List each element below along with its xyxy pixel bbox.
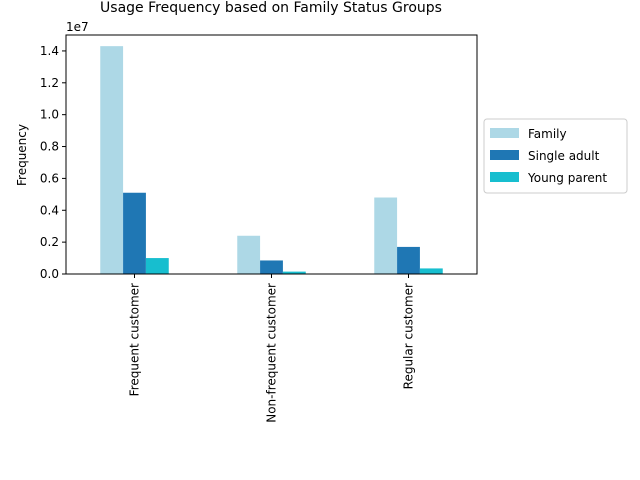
legend-swatch bbox=[490, 150, 519, 160]
bar-2-1 bbox=[282, 271, 306, 274]
y-tick-label: 1.2 bbox=[40, 76, 59, 90]
chart-title: Usage Frequency based on Family Status G… bbox=[100, 0, 442, 16]
legend: Family Single adult Young parent bbox=[483, 118, 628, 194]
y-tick-label: 0.4 bbox=[40, 203, 59, 217]
y-axis-ticks: 0.0 0.2 0.4 0.6 0.8 1.0 1.2 1.4 bbox=[40, 44, 66, 281]
x-tick-label: Regular customer bbox=[402, 283, 416, 389]
y-tick-label: 0.2 bbox=[40, 235, 59, 249]
y-tick-label: 0.0 bbox=[40, 267, 59, 281]
bar-2-0 bbox=[145, 258, 169, 274]
bar-0-0 bbox=[100, 46, 124, 275]
y-tick-label: 1.4 bbox=[40, 44, 59, 58]
legend-label: Young parent bbox=[527, 171, 607, 185]
plot-area-frame bbox=[65, 34, 478, 275]
bar-2-2 bbox=[419, 268, 443, 274]
bar-1-1 bbox=[260, 260, 283, 274]
bar-0-1 bbox=[237, 235, 261, 274]
y-axis-label: Frequency bbox=[15, 124, 29, 186]
x-axis-ticks: Frequent customer Non-frequent customer Re… bbox=[128, 274, 416, 423]
legend-label: Single adult bbox=[528, 149, 600, 163]
bar-1-0 bbox=[123, 192, 146, 274]
x-tick-label: Non-frequent customer bbox=[265, 283, 279, 423]
y-axis-scale-label: 1e7 bbox=[66, 20, 89, 34]
legend-label: Family bbox=[528, 127, 567, 141]
bars-group bbox=[100, 46, 443, 275]
legend-swatch bbox=[490, 128, 519, 138]
y-tick-label: 0.8 bbox=[40, 140, 59, 154]
y-tick-label: 1.0 bbox=[40, 108, 59, 122]
y-tick-label: 0.6 bbox=[40, 171, 59, 185]
legend-frame bbox=[483, 118, 628, 194]
legend-swatch bbox=[490, 172, 519, 182]
bar-1-2 bbox=[397, 246, 420, 274]
x-tick-label: Frequent customer bbox=[128, 283, 142, 396]
bar-0-2 bbox=[374, 197, 398, 274]
